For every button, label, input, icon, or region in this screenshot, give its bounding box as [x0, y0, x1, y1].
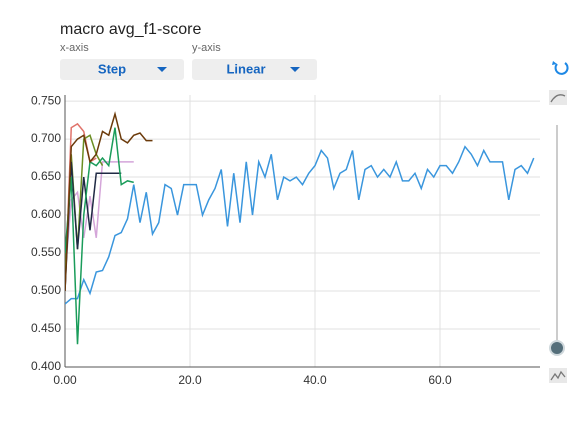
y-tick-label: 0.550: [31, 245, 61, 259]
series-line: [65, 145, 535, 305]
reset-icon-arrow: [552, 61, 557, 65]
y-tick-label: 0.700: [31, 131, 61, 145]
raw-icon: [550, 370, 566, 381]
slider-knob[interactable]: [549, 340, 565, 356]
x-tick-label: 20.0: [178, 373, 202, 387]
y-axis-dropdown[interactable]: [192, 59, 317, 80]
y-tick-label: 0.500: [31, 283, 61, 297]
y-axis-caption: y-axis: [192, 42, 221, 54]
dropdown-arrow: [157, 67, 167, 72]
x-axis-caption: x-axis: [60, 42, 89, 54]
side-controls: [549, 61, 569, 383]
x-tick-label: 0.00: [53, 373, 77, 387]
series-line: [65, 127, 134, 345]
x-axis-mode[interactable]: Step: [98, 61, 126, 76]
y-tick-label: 0.650: [31, 169, 61, 183]
series-line: [65, 111, 153, 292]
smoothing-icon-bg[interactable]: [549, 90, 567, 105]
x-axis-dropdown[interactable]: [60, 59, 184, 80]
smoothing-icon: [550, 94, 566, 103]
x-tick-label: 60.0: [428, 373, 452, 387]
y-tick-label: 0.600: [31, 207, 61, 221]
chart-title: macro avg_f1-score: [60, 21, 201, 38]
plot-area: [65, 111, 535, 345]
x-tick-label: 40.0: [303, 373, 327, 387]
raw-icon-bg[interactable]: [549, 368, 567, 383]
y-tick-label: 0.400: [31, 359, 61, 373]
y-tick-label: 0.450: [31, 321, 61, 335]
dropdown-arrow: [290, 67, 300, 72]
series-line: [65, 161, 134, 276]
reset-icon[interactable]: [554, 62, 569, 75]
y-axis-mode[interactable]: Linear: [226, 61, 265, 76]
series-line: [65, 161, 122, 292]
y-tick-label: 0.750: [31, 93, 61, 107]
